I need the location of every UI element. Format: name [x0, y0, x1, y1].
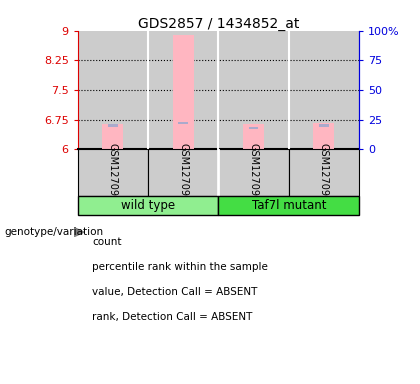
Bar: [319, 124, 329, 127]
Text: count: count: [92, 237, 122, 247]
Bar: [289, 31, 359, 149]
Bar: [173, 35, 194, 149]
Text: GSM127096: GSM127096: [319, 143, 329, 202]
Text: GSM127094: GSM127094: [178, 143, 188, 202]
Bar: [78, 149, 148, 196]
Text: percentile rank within the sample: percentile rank within the sample: [92, 262, 268, 272]
Polygon shape: [74, 227, 84, 237]
Bar: [243, 124, 264, 149]
Bar: [148, 31, 218, 149]
Bar: [249, 127, 258, 129]
Bar: [218, 196, 359, 215]
Bar: [313, 123, 334, 149]
Bar: [148, 149, 218, 196]
Text: GSM127095: GSM127095: [249, 143, 259, 202]
Bar: [78, 31, 148, 149]
Bar: [102, 124, 123, 149]
Text: value, Detection Call = ABSENT: value, Detection Call = ABSENT: [92, 287, 258, 297]
Text: wild type: wild type: [121, 199, 175, 212]
Bar: [78, 196, 218, 215]
Text: genotype/variation: genotype/variation: [4, 227, 103, 237]
Bar: [108, 124, 118, 127]
Bar: [218, 31, 289, 149]
Text: rank, Detection Call = ABSENT: rank, Detection Call = ABSENT: [92, 312, 253, 322]
Bar: [178, 122, 188, 124]
Text: GSM127093: GSM127093: [108, 143, 118, 202]
Bar: [289, 149, 359, 196]
Text: Taf7l mutant: Taf7l mutant: [252, 199, 326, 212]
Text: GDS2857 / 1434852_at: GDS2857 / 1434852_at: [138, 17, 299, 31]
Bar: [218, 149, 289, 196]
